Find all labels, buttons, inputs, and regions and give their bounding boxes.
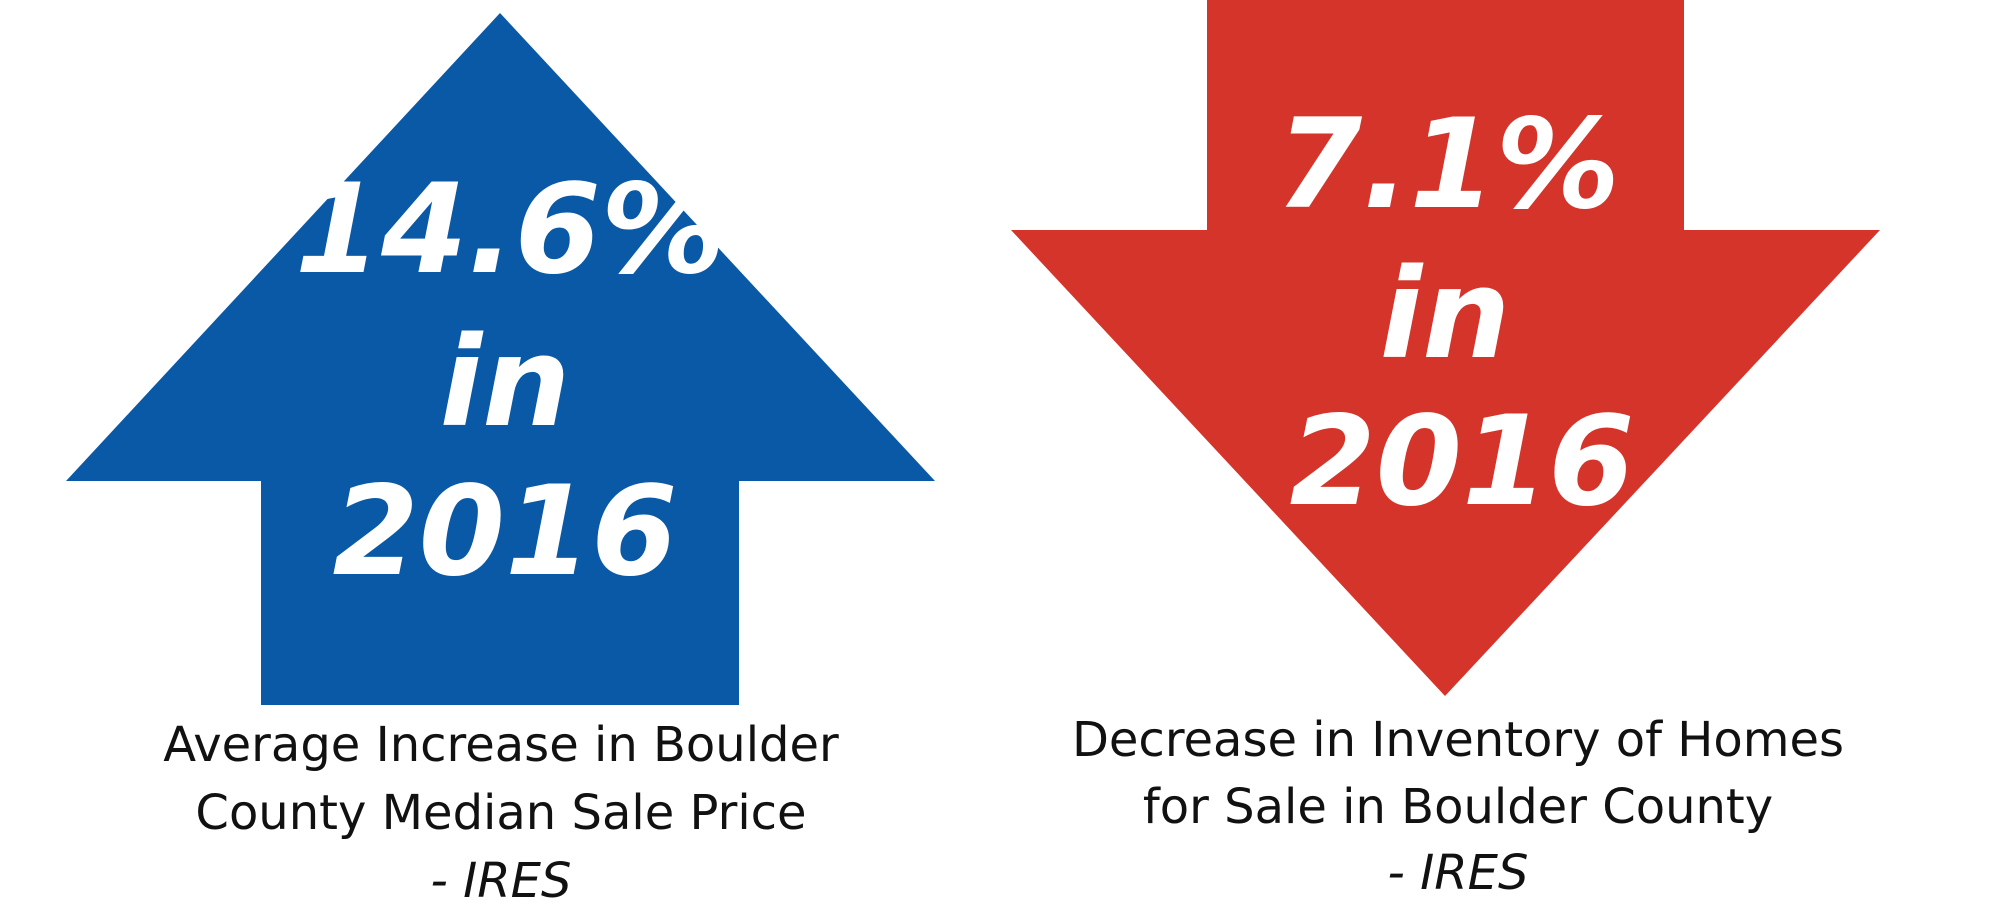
caption: County Median Sale Price bbox=[195, 785, 806, 841]
caption: for Sale in Boulder County bbox=[1143, 779, 1773, 835]
caption: Decrease in Inventory of Homes bbox=[1072, 712, 1844, 768]
down-arrow bbox=[1011, 0, 1880, 696]
headline: in bbox=[440, 311, 571, 455]
caption: Average Increase in Boulder bbox=[163, 717, 839, 773]
up-arrow bbox=[66, 13, 935, 705]
headline: 14.6% bbox=[295, 158, 725, 302]
headline: 2016 bbox=[332, 460, 677, 604]
headline: 2016 bbox=[1289, 390, 1634, 534]
headline: 7.1% bbox=[1276, 93, 1620, 237]
source: - IRES bbox=[431, 853, 572, 907]
source: - IRES bbox=[1388, 845, 1529, 901]
headline: in bbox=[1380, 243, 1511, 387]
